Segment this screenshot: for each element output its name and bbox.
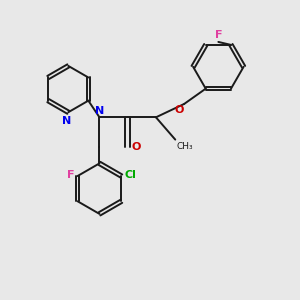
Text: F: F	[67, 169, 74, 179]
Text: N: N	[95, 106, 104, 116]
Text: Cl: Cl	[125, 169, 137, 179]
Text: CH₃: CH₃	[177, 142, 194, 151]
Text: O: O	[131, 142, 141, 152]
Text: F: F	[214, 30, 222, 40]
Text: N: N	[62, 116, 71, 126]
Text: O: O	[174, 105, 184, 115]
